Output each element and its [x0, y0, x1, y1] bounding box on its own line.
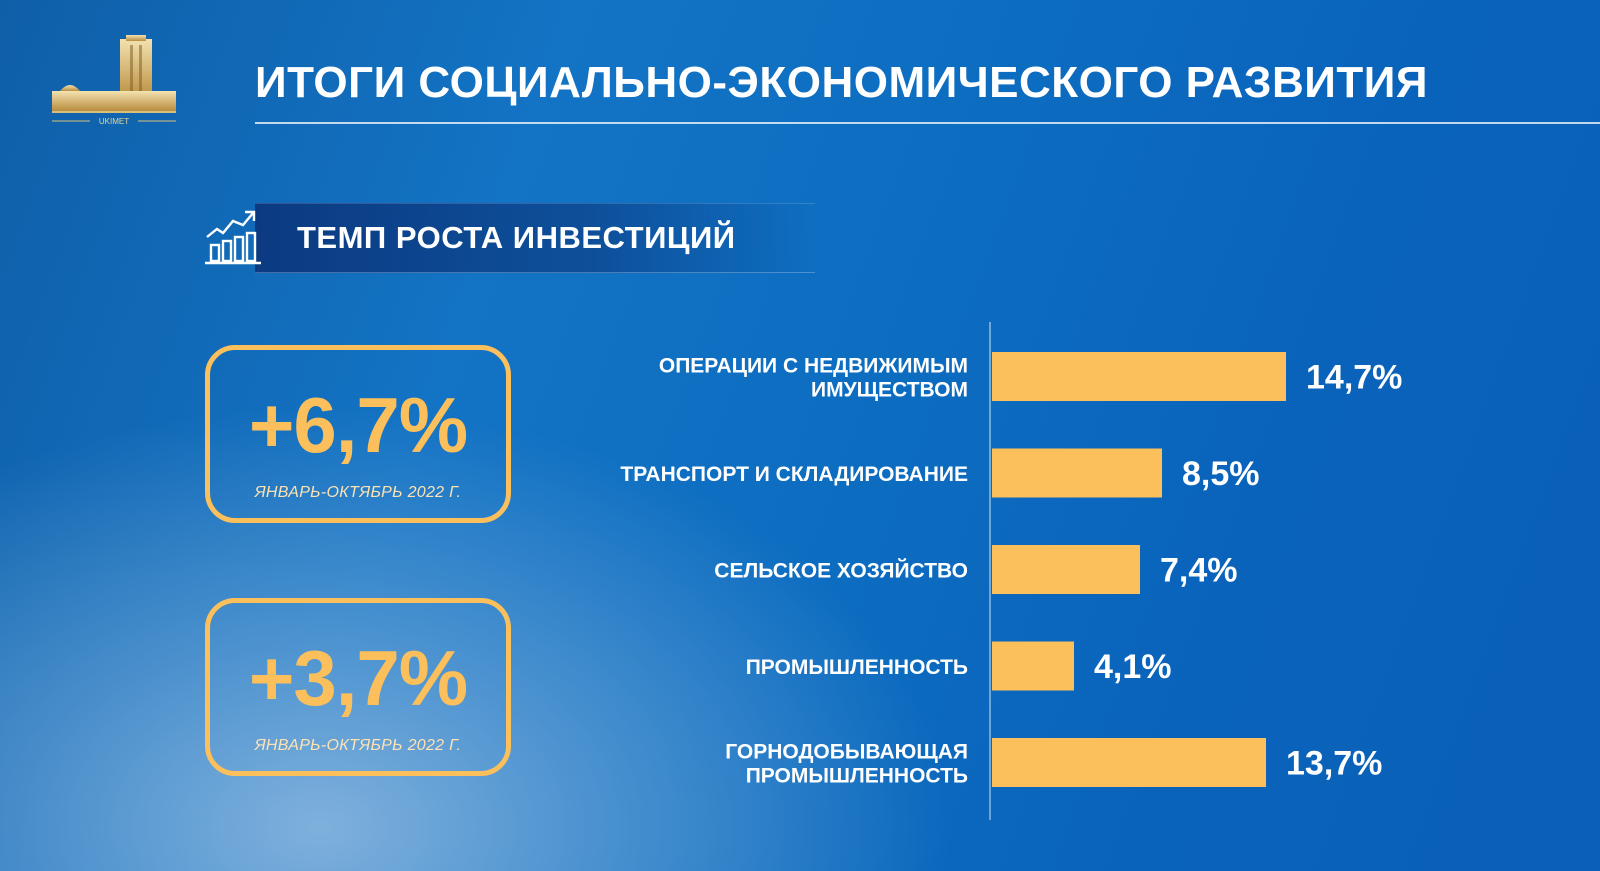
growth-chart-icon	[205, 210, 261, 265]
category-label: ОПЕРАЦИИ С НЕДВИЖИМЫМ	[659, 355, 968, 378]
bar-value-label: 14,7%	[1306, 359, 1402, 397]
stat-period: ЯНВАРЬ-ОКТЯБРЬ 2022 Г.	[254, 737, 462, 754]
category-label: ТРАНСПОРТ И СКЛАДИРОВАНИЕ	[620, 463, 968, 486]
bar-value-label: 13,7%	[1286, 745, 1382, 783]
logo-text: UKIMET	[99, 117, 129, 126]
bar	[992, 738, 1266, 787]
bar-value-label: 4,1%	[1094, 648, 1172, 686]
title-divider	[255, 122, 1600, 124]
section-title: ТЕМП РОСТА ИНВЕСТИЦИЙ	[297, 220, 736, 255]
bar-value-label: 7,4%	[1160, 552, 1238, 590]
section-header-band	[255, 203, 815, 273]
stat-period: ЯНВАРЬ-ОКТЯБРЬ 2022 Г.	[254, 484, 462, 501]
category-label: СЕЛЬСКОЕ ХОЗЯЙСТВО	[714, 559, 968, 583]
bar	[992, 641, 1074, 691]
stat-card-investment: +6,7% ЯНВАРЬ-ОКТЯБРЬ 2022 Г.	[205, 345, 511, 523]
bar	[992, 545, 1140, 594]
bar	[992, 448, 1162, 498]
stat-value: +3,7%	[248, 634, 468, 722]
category-label: ИМУЩЕСТВОМ	[811, 379, 968, 402]
stat-card-secondary: +3,7% ЯНВАРЬ-ОКТЯБРЬ 2022 Г.	[205, 598, 511, 776]
government-building-logo: UKIMET	[52, 35, 176, 126]
category-label: ГОРНОДОБЫВАЮЩАЯ	[725, 741, 968, 764]
page-title: ИТОГИ СОЦИАЛЬНО-ЭКОНОМИЧЕСКОГО РАЗВИТИЯ	[255, 58, 1428, 107]
category-label: ПРОМЫШЛЕННОСТЬ	[746, 765, 968, 788]
category-label: ПРОМЫШЛЕННОСТЬ	[746, 656, 968, 679]
bar-value-label: 8,5%	[1182, 455, 1260, 493]
stat-value: +6,7%	[248, 381, 468, 469]
bar	[992, 352, 1286, 401]
